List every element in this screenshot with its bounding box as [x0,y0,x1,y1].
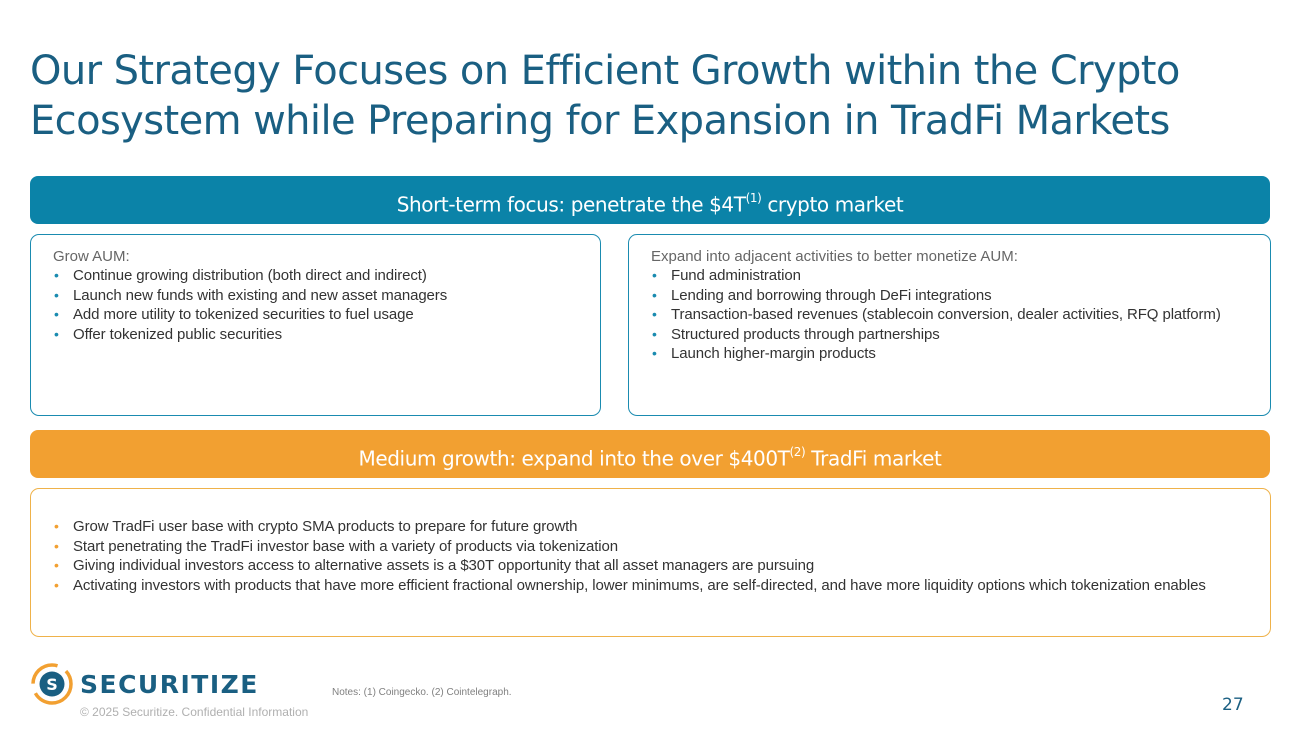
list-item: • Launch new funds with existing and new … [53,286,578,306]
copyright-notice: © 2025 Securitize. Confidential Informat… [80,705,309,719]
bullet-icon: • [54,537,59,554]
medium-growth-banner-text-end: TradFi market [805,446,942,471]
bullet-icon: • [652,286,657,303]
bullet-icon: • [54,267,59,283]
list-item: • Fund administration [651,266,1248,286]
medium-growth-banner-text: Medium growth: expand into the over $400… [358,446,790,471]
list-item-text: Continue growing distribution (both dire… [73,267,427,284]
medium-growth-banner: Medium growth: expand into the over $400… [30,430,1270,478]
list-item-text: Structured products through partnerships [671,325,940,343]
list-item: • Structured products through partnership… [651,325,1248,345]
page-title-line-1: Our Strategy Focuses on Efficient Growth… [30,48,1180,94]
list-item: • Continue growing distribution (both dir… [53,266,578,286]
page-title: Our Strategy Focuses on Efficient Growth… [30,46,1270,146]
grow-aum-list: • Continue growing distribution (both dir… [53,266,578,344]
list-item-text: Activating investors with products that … [73,576,1206,594]
list-item-text: Fund administration [671,267,801,284]
bullet-icon: • [54,557,59,573]
bullet-icon: • [54,306,59,322]
grow-aum-box: Grow AUM: • Continue growing distribution… [30,234,601,416]
bullet-icon: • [652,306,657,322]
adjacent-activities-list: • Fund administration • Lending and borrow… [651,266,1248,364]
list-item: • Launch higher-margin products [651,344,1248,364]
list-item-text: Lending and borrowing through DeFi integ… [671,286,992,304]
list-item-text: Giving individual investors access to al… [73,557,815,574]
logo-wordmark: SECURITIZE [80,670,259,699]
list-item: • Add more utility to tokenized securitie… [53,305,578,325]
footnotes: Notes: (1) Coingecko. (2) Cointelegraph. [332,687,512,698]
bullet-icon: • [652,267,657,283]
list-item-text: Add more utility to tokenized securities… [73,306,414,323]
svg-text:S: S [46,675,58,694]
tradfi-box: • Grow TradFi user base with crypto SMA p… [30,488,1271,637]
list-item-text: Grow TradFi user base with crypto SMA pr… [73,518,578,535]
medium-growth-footnote-ref: (2) [789,445,806,459]
list-item-text: Start penetrating the TradFi investor ba… [73,537,619,555]
grow-aum-heading: Grow AUM: [53,248,130,265]
list-item: • Start penetrating the TradFi investor b… [53,537,1248,557]
short-term-banner: Short-term focus: penetrate the $4T(1) c… [30,176,1270,224]
short-term-footnote-ref: (1) [745,191,762,205]
bullet-icon: • [54,576,59,593]
list-item: • Activating investors with products that… [53,576,1248,596]
tradfi-list: • Grow TradFi user base with crypto SMA p… [53,517,1248,595]
list-item: • Offer tokenized public securities [53,325,578,345]
list-item-text: Launch new funds with existing and new a… [73,286,448,304]
list-item: • Grow TradFi user base with crypto SMA p… [53,517,1248,537]
bullet-icon: • [54,286,59,303]
list-item: • Giving individual investors access to a… [53,556,1248,576]
list-item: • Transaction-based revenues (stablecoin … [651,305,1248,325]
short-term-banner-text-end: crypto market [761,192,904,217]
adjacent-activities-box: Expand into adjacent activities to bette… [628,234,1271,416]
bullet-icon: • [652,325,657,342]
short-term-banner-text: Short-term focus: penetrate the $4T [396,192,746,217]
securitize-logo-icon: S [31,663,73,705]
list-item-text: Launch higher-margin products [671,345,876,362]
list-item: • Lending and borrowing through DeFi inte… [651,286,1248,306]
list-item-text: Transaction-based revenues (stablecoin c… [671,306,1221,323]
securitize-logo: S SECURITIZE [30,662,260,706]
page-number: 27 [1222,695,1244,715]
bullet-icon: • [54,518,59,534]
list-item-text: Offer tokenized public securities [73,325,283,343]
adjacent-activities-heading: Expand into adjacent activities to bette… [651,248,1018,265]
bullet-icon: • [652,345,657,361]
bullet-icon: • [54,325,59,342]
page-title-line-2: Ecosystem while Preparing for Expansion … [30,98,1170,144]
